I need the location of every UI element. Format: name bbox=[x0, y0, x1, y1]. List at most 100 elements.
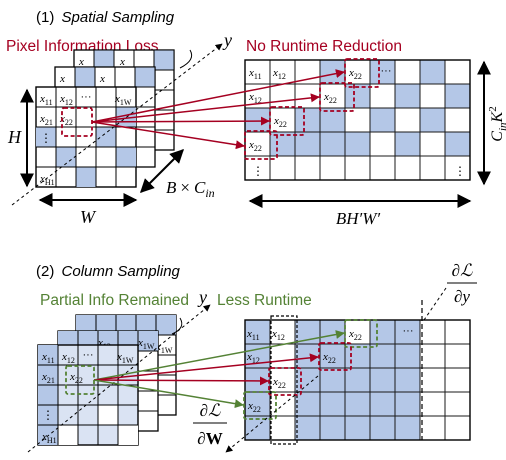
m1-box-d bbox=[244, 130, 278, 160]
svg-text:x22: x22 bbox=[247, 400, 261, 414]
m1-x12-row2: x12 bbox=[248, 91, 262, 105]
m1-outline bbox=[244, 59, 471, 181]
panel-spatial-sampling: (1) Spatial Sampling Pixel Information L… bbox=[6, 9, 506, 228]
m2-cell bbox=[369, 343, 396, 369]
f2-xH1: xH1 bbox=[41, 431, 57, 445]
svg-text:∂ℒ: ∂ℒ bbox=[452, 261, 473, 280]
m2-cell bbox=[444, 391, 471, 417]
panel1-title: (1) Spatial Sampling bbox=[36, 9, 175, 26]
svg-text:x: x bbox=[59, 73, 65, 85]
m1-cell bbox=[294, 131, 321, 157]
svg-text:x11: x11 bbox=[246, 328, 260, 342]
svg-text:x22: x22 bbox=[322, 351, 336, 365]
svg-text:x12: x12 bbox=[246, 351, 260, 365]
grad-w: ∂ℒ ∂W bbox=[193, 401, 227, 448]
svg-text:∂W: ∂W bbox=[197, 429, 222, 448]
svg-text:∂y: ∂y bbox=[454, 287, 470, 306]
y-label: y bbox=[222, 30, 232, 50]
m1-cell bbox=[419, 155, 446, 181]
m1-cell bbox=[344, 107, 371, 133]
feature-layer-front: x11 x12 ··· x1W x21 x22 ⋮ xH1 bbox=[35, 86, 137, 188]
m2-cell bbox=[269, 415, 296, 441]
cell-x1W: x1W bbox=[114, 93, 132, 107]
f2-x21: x21 bbox=[41, 371, 55, 385]
m1-cell bbox=[419, 83, 446, 109]
m1-cell bbox=[444, 131, 471, 157]
depth-arrow bbox=[140, 149, 184, 193]
m2-labels: x11 x12 x12 x22 x22 x22 x22 ··· bbox=[246, 325, 414, 414]
feature-map-stack: x x x x x11 x12 bbox=[35, 49, 175, 188]
m1-x22-b: x22 bbox=[323, 91, 337, 105]
m1-cell bbox=[369, 83, 396, 109]
m1-cell bbox=[269, 83, 296, 109]
m1-cell bbox=[269, 131, 296, 157]
m2-cell bbox=[419, 391, 446, 417]
m2-cell bbox=[344, 391, 371, 417]
m1-cell bbox=[444, 59, 471, 85]
m2-cell bbox=[319, 367, 346, 393]
m1-x22-c: x22 bbox=[273, 115, 287, 129]
grad-w-arrow bbox=[225, 375, 319, 453]
m1-cell bbox=[419, 59, 446, 85]
m2-cell bbox=[344, 415, 371, 441]
m1-x11: x11 bbox=[248, 67, 262, 81]
callout-curve bbox=[179, 49, 193, 69]
cell-x21: x21 bbox=[39, 113, 53, 127]
cell-xH1: xH1 bbox=[39, 173, 55, 187]
m1-cell bbox=[394, 155, 421, 181]
m1-cell bbox=[369, 155, 396, 181]
f2-layer-front: x11 x12 ··· x1W x21 x22 ⋮ xH1 bbox=[37, 344, 139, 446]
m1-dots-h: ··· bbox=[381, 65, 392, 77]
m1-cell bbox=[394, 59, 421, 85]
f2-sampled-box bbox=[65, 365, 95, 395]
m1-x22-a: x22 bbox=[348, 67, 362, 81]
m2-cell bbox=[294, 367, 321, 393]
svg-text:x: x bbox=[78, 56, 84, 68]
m1-x22-d: x22 bbox=[248, 139, 262, 153]
m2-cell bbox=[344, 367, 371, 393]
m2-cell bbox=[369, 319, 396, 345]
svg-text:x22: x22 bbox=[272, 376, 286, 390]
m1-cell bbox=[319, 155, 346, 181]
im2col-matrix-labels: x11 x12 x12 x22 x22 x22 x22 ··· ⋮ ⋮ bbox=[248, 65, 466, 178]
dots-horizontal: ··· bbox=[81, 91, 92, 103]
dim-rows: CinK2 bbox=[487, 106, 506, 141]
dim-W: W bbox=[80, 207, 97, 227]
m2-box-d bbox=[243, 391, 277, 420]
svg-text:···: ··· bbox=[403, 325, 414, 337]
m2-cell bbox=[394, 391, 421, 417]
m1-cell bbox=[344, 155, 371, 181]
m1-cell bbox=[319, 131, 346, 157]
y-axis-arrow bbox=[11, 43, 223, 206]
m1-cell bbox=[344, 131, 371, 157]
m2-cell bbox=[294, 343, 321, 369]
m1-cell bbox=[244, 107, 271, 133]
m2-cell bbox=[344, 319, 371, 345]
m2-cell bbox=[369, 391, 396, 417]
panel2-title: (2) Column Sampling bbox=[36, 263, 181, 280]
f2-x12: x12 bbox=[61, 351, 75, 365]
f2-x11: x11 bbox=[41, 351, 55, 365]
m1-cell bbox=[344, 83, 371, 109]
m2-sampled-column bbox=[270, 315, 298, 445]
m1-dots-v-right: ⋮ bbox=[454, 164, 466, 178]
m1-cell bbox=[444, 83, 471, 109]
dim-cols: BH′W′ bbox=[336, 209, 381, 228]
m1-cell bbox=[419, 107, 446, 133]
m2-cell bbox=[319, 391, 346, 417]
m1-cell bbox=[444, 155, 471, 181]
m1-cell bbox=[269, 155, 296, 181]
m2-cell bbox=[269, 343, 296, 369]
svg-text:x: x bbox=[119, 56, 125, 68]
m1-cell bbox=[394, 107, 421, 133]
im2col-matrix bbox=[244, 59, 471, 181]
f2-dots-h: ··· bbox=[83, 349, 94, 361]
m1-cell bbox=[369, 107, 396, 133]
m2-cell bbox=[444, 367, 471, 393]
m2-cell bbox=[394, 343, 421, 369]
m2-box-b bbox=[318, 342, 352, 371]
dim-H: H bbox=[7, 127, 22, 147]
m1-cell bbox=[369, 131, 396, 157]
no-runtime-reduction-label: No Runtime Reduction bbox=[246, 38, 402, 55]
